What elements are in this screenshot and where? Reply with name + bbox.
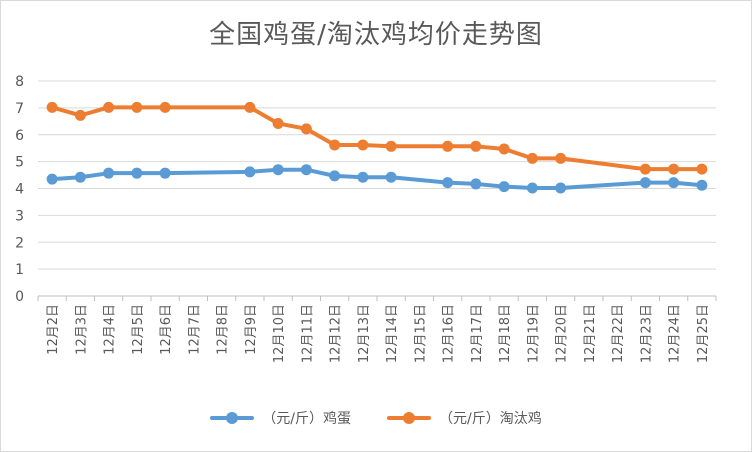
x-tick-label: 12月2日	[46, 304, 61, 355]
data-point-0	[555, 182, 567, 194]
y-tick-label: 8	[15, 74, 24, 90]
data-point-0	[442, 177, 454, 189]
y-tick-label: 5	[15, 155, 24, 171]
data-point-0	[385, 171, 397, 183]
x-tick-label: 12月13日	[357, 304, 372, 363]
x-tick-label: 12月18日	[498, 304, 513, 363]
gridlines	[38, 80, 716, 297]
data-point-1	[498, 143, 510, 155]
x-tick-label: 12月21日	[583, 304, 598, 363]
data-point-1	[555, 152, 567, 164]
legend-swatch-eggs	[210, 412, 255, 424]
y-axis-ticks: 0 1 2 3 4 5 6 7 8	[15, 74, 24, 305]
data-point-1	[131, 101, 143, 113]
series-layer	[46, 101, 708, 194]
data-point-0	[131, 167, 143, 179]
x-tick-label: 12月24日	[668, 304, 683, 363]
data-point-1	[103, 101, 115, 113]
data-point-1	[385, 140, 397, 152]
x-tick-label: 12月20日	[555, 304, 570, 363]
x-tick-label: 12月9日	[244, 304, 259, 355]
data-point-0	[696, 179, 708, 191]
x-tick-label: 12月19日	[526, 304, 541, 363]
data-point-0	[470, 178, 482, 190]
chart-title: 全国鸡蛋/淘汰鸡均价走势图	[209, 20, 543, 50]
x-tick-label: 12月8日	[216, 304, 231, 355]
y-tick-label: 2	[15, 235, 24, 251]
x-tick-label: 12月7日	[187, 304, 202, 355]
data-point-1	[272, 117, 284, 129]
x-tick-label: 12月3日	[74, 304, 89, 355]
data-point-1	[74, 109, 86, 121]
x-tick-label: 12月25日	[696, 304, 711, 363]
x-tick-label: 12月4日	[103, 304, 118, 355]
data-point-0	[159, 167, 171, 179]
series-line-1	[50, 105, 704, 172]
data-point-0	[300, 164, 312, 176]
y-tick-label: 4	[15, 182, 24, 198]
data-point-1	[526, 152, 538, 164]
data-point-0	[668, 177, 680, 189]
data-point-1	[639, 163, 651, 175]
data-point-1	[329, 139, 341, 151]
x-tick-label: 12月17日	[470, 304, 485, 363]
series-line-0	[50, 167, 704, 190]
data-point-1	[696, 163, 708, 175]
x-tick-label: 12月22日	[611, 304, 626, 363]
data-point-1	[357, 139, 369, 151]
legend-label-eggs: （元/斤）鸡蛋	[262, 411, 351, 427]
x-axis: 12月2日 12月3日 12月4日 12月5日 12月6日 12月7日 12月8日 12月9日…	[37, 296, 717, 363]
data-point-1	[668, 163, 680, 175]
x-tick-label: 12月14日	[385, 304, 400, 363]
data-point-1	[159, 101, 171, 113]
data-point-1	[244, 101, 256, 113]
x-tick-label: 12月15日	[413, 304, 428, 363]
legend-item-eggs: （元/斤）鸡蛋	[210, 408, 351, 428]
x-tick-label: 12月12日	[329, 304, 344, 363]
data-point-0	[74, 171, 86, 183]
data-point-0	[498, 181, 510, 193]
y-tick-label: 7	[15, 101, 24, 117]
data-point-0	[272, 164, 284, 176]
legend: （元/斤）鸡蛋 （元/斤）淘汰鸡	[0, 408, 752, 428]
data-point-0	[103, 167, 115, 179]
y-tick-label: 3	[15, 208, 24, 224]
data-point-0	[526, 182, 538, 194]
x-tick-label: 12月6日	[159, 304, 174, 355]
legend-item-culled-hens: （元/斤）淘汰鸡	[387, 408, 542, 428]
data-point-1	[46, 101, 58, 113]
x-tick-label: 12月23日	[639, 304, 654, 363]
legend-dot-eggs	[226, 412, 239, 424]
legend-dot-culled-hens	[403, 412, 415, 424]
x-tick-label: 12月11日	[300, 304, 315, 363]
data-point-0	[329, 170, 341, 182]
data-point-0	[357, 171, 369, 183]
data-point-0	[244, 166, 256, 178]
y-tick-label: 0	[15, 289, 24, 305]
data-point-0	[46, 173, 58, 185]
data-point-1	[470, 140, 482, 152]
data-point-0	[639, 177, 651, 189]
y-tick-label: 1	[15, 262, 24, 278]
data-point-1	[442, 140, 454, 152]
x-tick-label: 12月16日	[442, 304, 457, 363]
legend-swatch-culled-hens	[387, 412, 431, 424]
y-tick-label: 6	[15, 128, 24, 144]
data-point-1	[300, 123, 312, 135]
x-tick-label: 12月10日	[272, 304, 287, 363]
x-tick-label: 12月5日	[131, 304, 146, 355]
legend-label-culled-hens: （元/斤）淘汰鸡	[439, 411, 542, 427]
